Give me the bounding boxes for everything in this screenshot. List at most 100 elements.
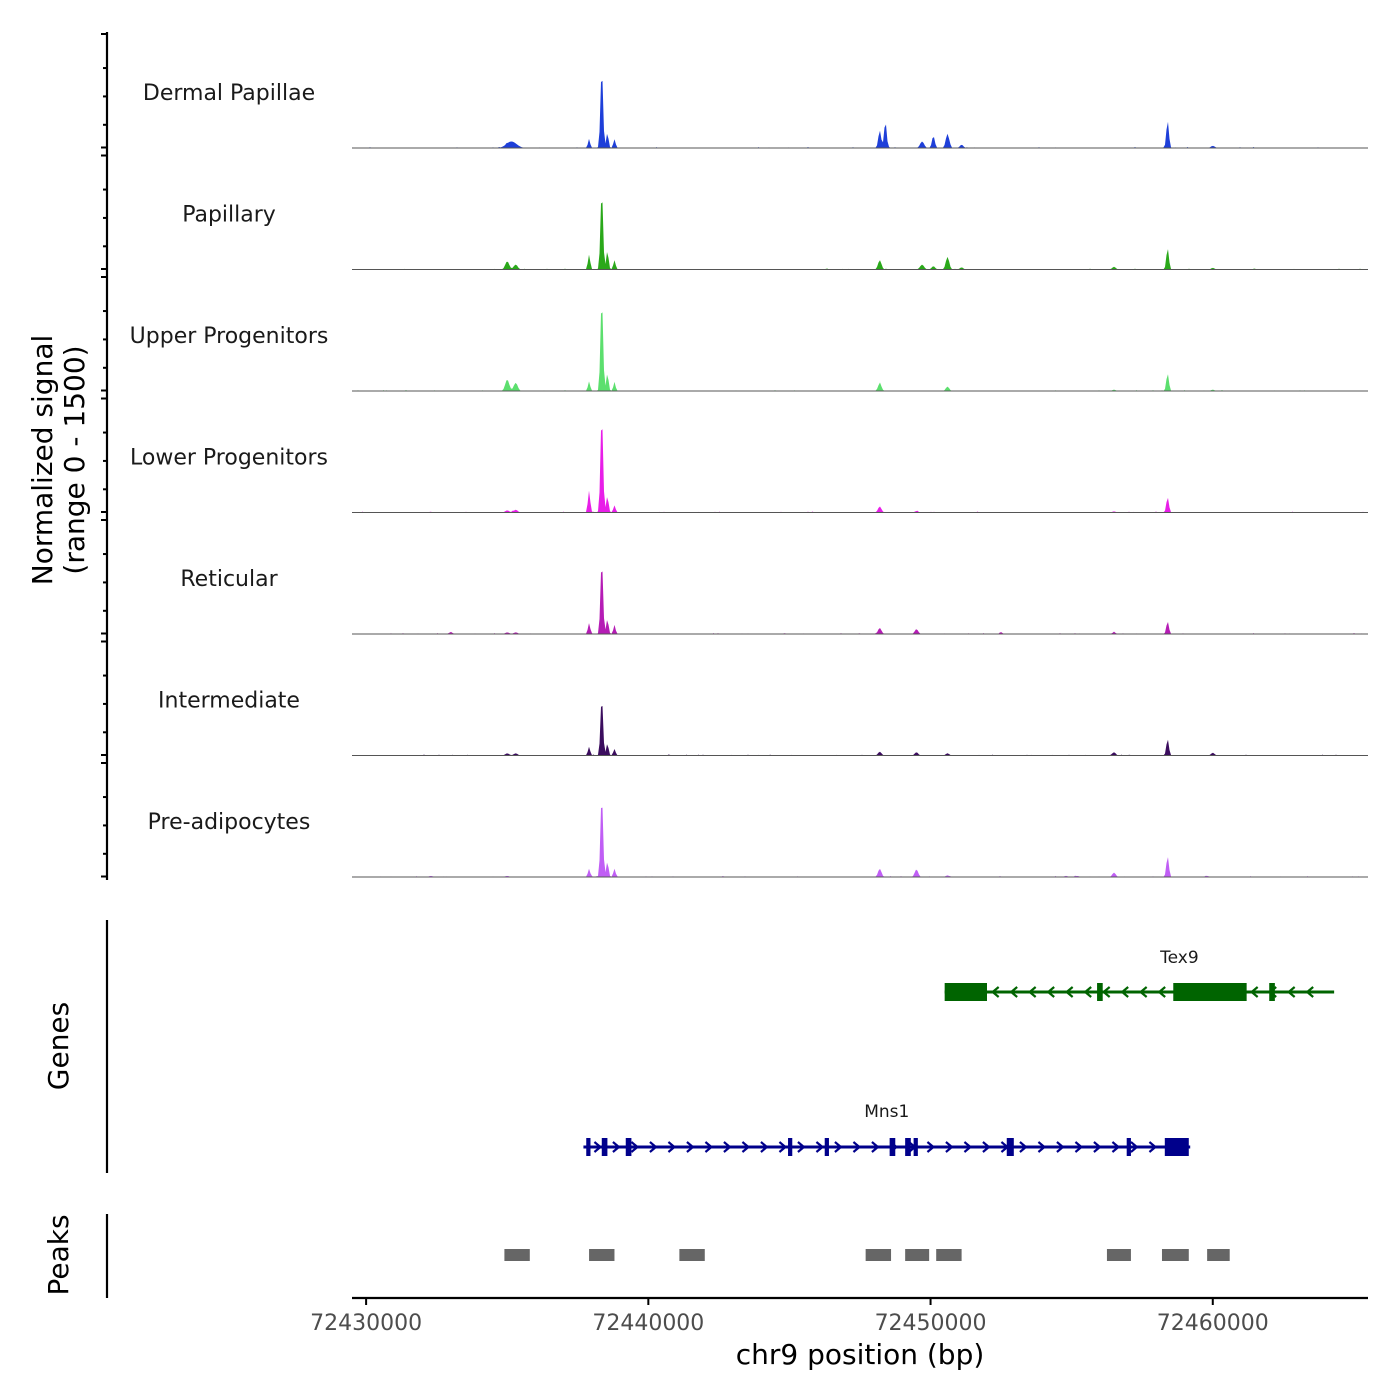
gene-exon xyxy=(905,1138,911,1156)
strand-chevron xyxy=(1286,986,1296,998)
strand-chevron xyxy=(990,986,1000,998)
track-label: Papillary xyxy=(182,203,276,228)
peak-region xyxy=(865,1249,892,1261)
peak-region xyxy=(1207,1249,1230,1261)
strand-chevron xyxy=(945,1141,954,1153)
strand-chevron xyxy=(1019,1141,1028,1153)
strand-chevron xyxy=(1249,986,1259,998)
track-pre-adipocytes: Pre-adipocytes xyxy=(148,807,1368,878)
strand-chevron xyxy=(871,1141,880,1153)
x-tick-label: 72460000 xyxy=(1157,1311,1269,1336)
track-intermediate: Intermediate xyxy=(158,689,1368,756)
signal-area-reticular xyxy=(352,571,1368,634)
strand-chevron xyxy=(1027,986,1037,998)
x-tick-label: 72450000 xyxy=(875,1311,987,1336)
gene-exon xyxy=(1006,1138,1014,1156)
strand-chevron xyxy=(593,1141,603,1153)
strand-chevron xyxy=(1305,986,1314,998)
strand-chevron xyxy=(852,1141,862,1153)
strand-chevron xyxy=(1093,1141,1102,1153)
strand-chevron xyxy=(1056,1141,1065,1153)
strand-chevron xyxy=(1046,986,1055,998)
gene-exon xyxy=(1097,983,1103,1001)
strand-chevron xyxy=(834,1141,843,1153)
strand-chevron xyxy=(778,1141,788,1153)
strand-chevron xyxy=(1138,986,1148,998)
track-dermal-papillae: Dermal Papillae xyxy=(143,80,1368,149)
strand-chevron xyxy=(926,1141,936,1153)
strand-chevron xyxy=(1083,986,1092,998)
strand-chevron xyxy=(723,1141,732,1153)
x-tick-label: 72430000 xyxy=(310,1311,422,1336)
strand-chevron xyxy=(630,1141,640,1153)
signal-area-pre-adipocytes xyxy=(352,807,1368,877)
strand-chevron xyxy=(612,1141,621,1153)
peak-region xyxy=(905,1249,930,1261)
signal-area-intermediate xyxy=(352,705,1368,756)
gene-label: Mns1 xyxy=(864,1102,909,1122)
strand-chevron xyxy=(1101,986,1111,998)
peak-region xyxy=(1106,1249,1131,1261)
track-upper-progenitors: Upper Progenitors xyxy=(130,312,1368,392)
strand-chevron xyxy=(1130,1141,1139,1153)
track-papillary: Papillary xyxy=(182,202,1368,270)
strand-chevron xyxy=(1074,1141,1084,1153)
gene-mns1: Mns1 xyxy=(583,1102,1191,1156)
signal-area-lower-progenitors xyxy=(352,429,1368,513)
strand-chevron xyxy=(686,1141,695,1153)
strand-chevron xyxy=(797,1141,806,1153)
track-label: Pre-adipocytes xyxy=(148,810,311,835)
strand-chevron xyxy=(1037,1141,1047,1153)
strand-chevron xyxy=(704,1141,714,1153)
signal-area-papillary xyxy=(352,202,1368,270)
track-label: Intermediate xyxy=(158,689,300,714)
genes-axis-title: Genes xyxy=(42,1002,75,1090)
genes-panel: Tex9 Mns1 xyxy=(105,920,1335,1173)
gene-exon xyxy=(1126,1138,1131,1156)
strand-chevron xyxy=(741,1141,751,1153)
gene-exon xyxy=(1269,983,1275,1001)
peaks-panel xyxy=(105,1214,1230,1298)
x-axis: 72430000 72440000 72450000 72460000 xyxy=(310,1296,1368,1336)
strand-chevron xyxy=(667,1141,677,1153)
signal-area-dermal-papillae xyxy=(352,80,1368,148)
peak-region xyxy=(679,1249,705,1261)
strand-chevron xyxy=(1157,986,1166,998)
gene-label: Tex9 xyxy=(1159,948,1199,968)
peak-region xyxy=(1161,1249,1189,1261)
peaks-axis-title: Peaks xyxy=(42,1214,75,1295)
gene-exon xyxy=(625,1138,632,1156)
strand-chevron xyxy=(649,1141,658,1153)
strand-chevron xyxy=(1064,986,1074,998)
strand-chevron xyxy=(1148,1141,1158,1153)
gene-exon xyxy=(889,1138,896,1156)
gene-exon xyxy=(824,1138,829,1156)
x-axis-title: chr9 position (bp) xyxy=(736,1338,985,1371)
y-axis-title-line1: Normalized signal xyxy=(26,335,59,586)
gene-exon xyxy=(586,1138,591,1156)
gene-exon xyxy=(788,1138,793,1156)
strand-chevron xyxy=(1111,1141,1121,1153)
gene-exon xyxy=(601,1138,608,1156)
gene-exon xyxy=(913,1138,918,1156)
gene-exon xyxy=(1164,1138,1189,1156)
track-label: Lower Progenitors xyxy=(130,446,328,471)
track-lower-progenitors: Lower Progenitors xyxy=(130,429,1368,513)
strand-chevron xyxy=(1009,986,1018,998)
strand-chevron xyxy=(982,1141,991,1153)
gene-tex9: Tex9 xyxy=(944,948,1335,1001)
track-label: Reticular xyxy=(180,567,278,592)
strand-chevron xyxy=(1120,986,1129,998)
track-label: Upper Progenitors xyxy=(130,324,329,349)
signal-tracks: Dermal Papillae Papillary Upper Progenitor… xyxy=(130,80,1368,878)
peak-region xyxy=(936,1249,962,1261)
peak-region xyxy=(504,1249,530,1261)
gene-exon xyxy=(944,983,987,1001)
gene-exon xyxy=(1173,983,1247,1001)
strand-chevron xyxy=(815,1141,825,1153)
track-reticular: Reticular xyxy=(180,567,1368,635)
track-label: Dermal Papillae xyxy=(143,81,315,106)
peak-region xyxy=(589,1249,615,1261)
signal-area-upper-progenitors xyxy=(352,312,1368,391)
